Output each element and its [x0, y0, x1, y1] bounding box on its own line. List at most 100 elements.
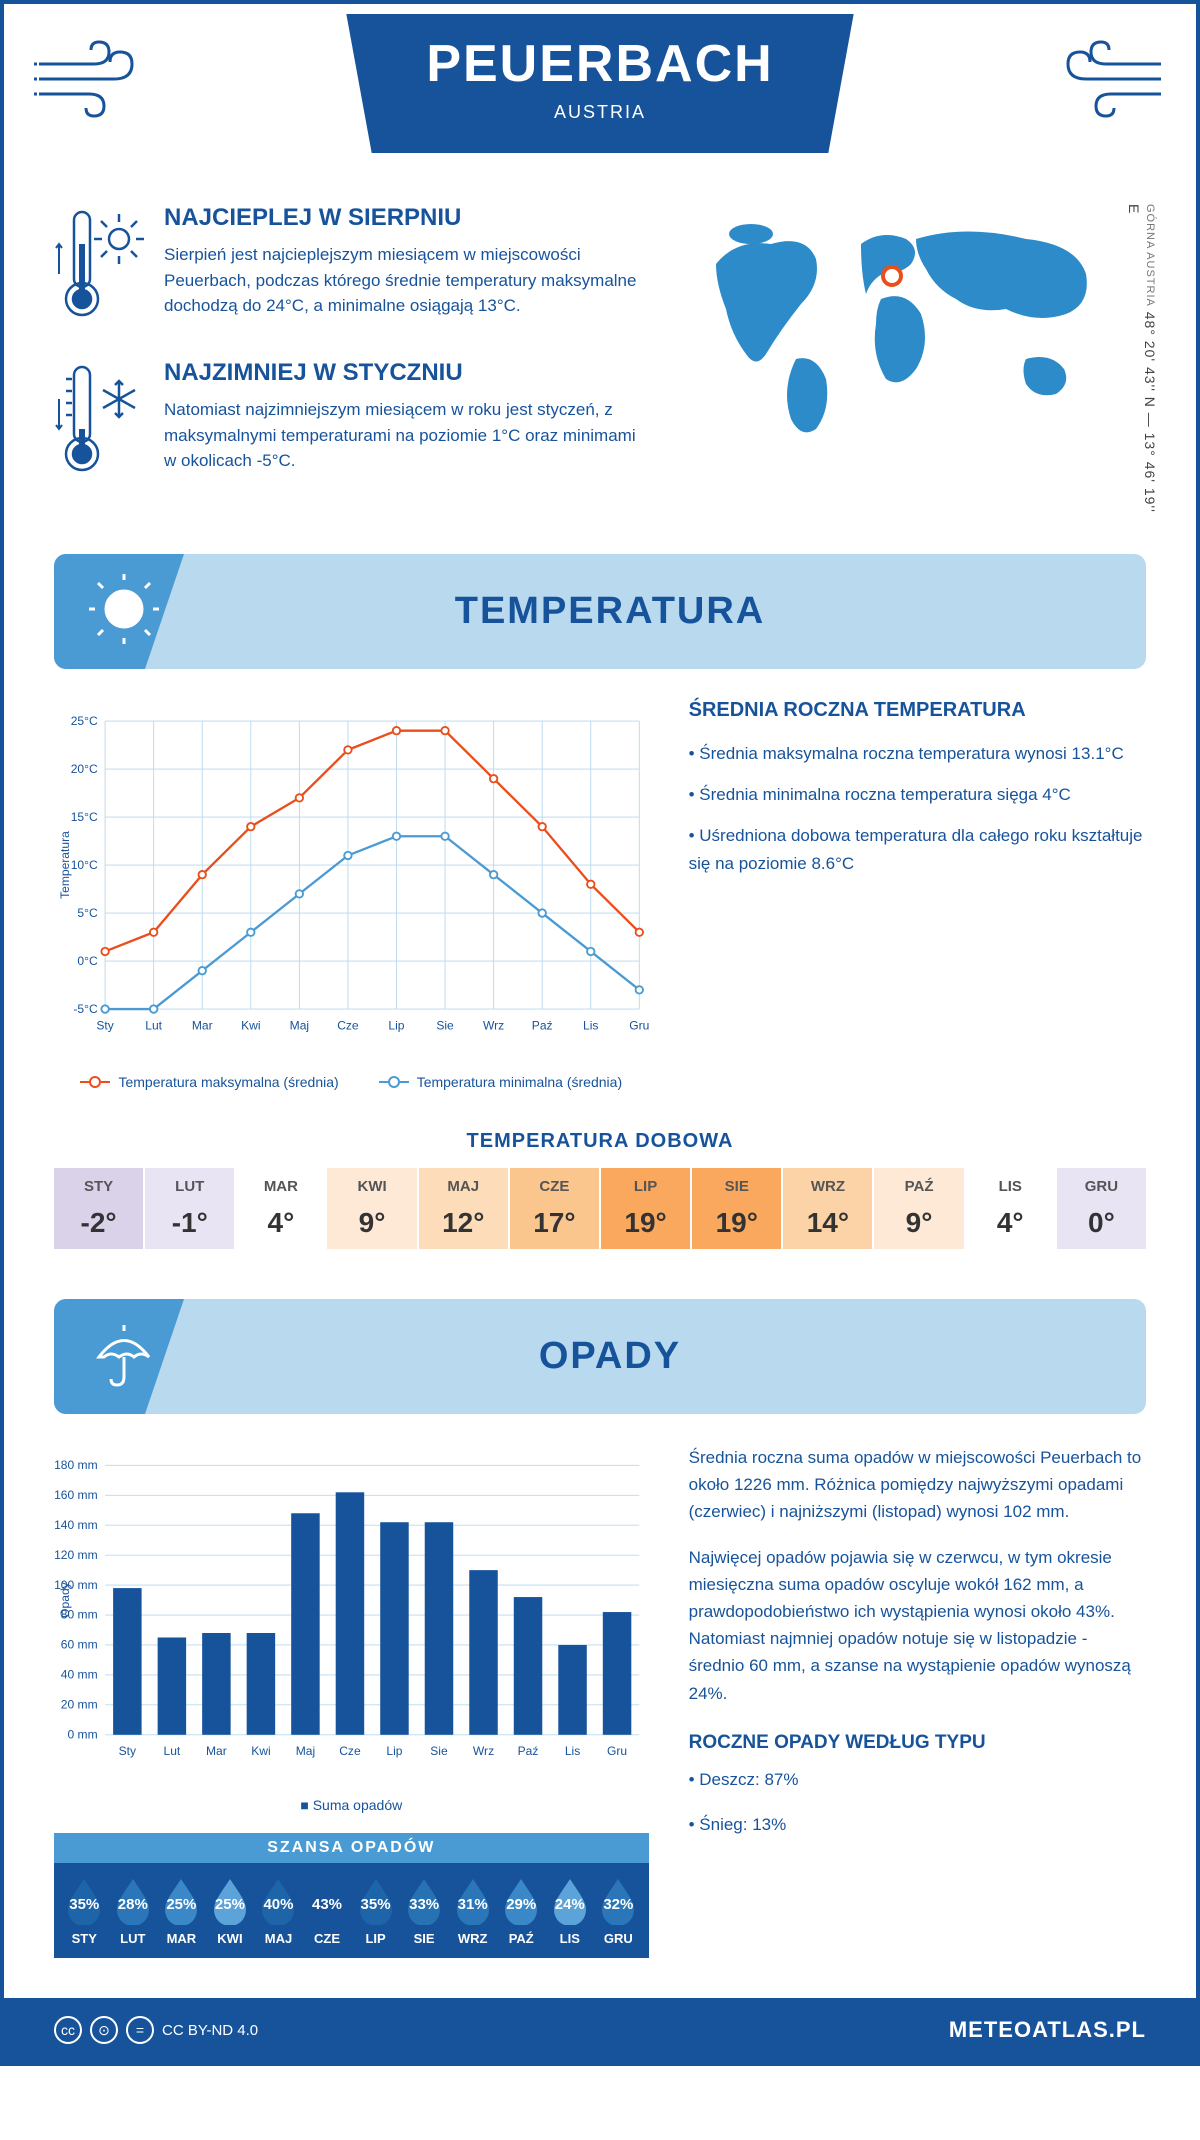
by-icon: ⊙ [90, 2016, 118, 2044]
world-map: GÓRNA AUSTRIA 48° 20' 43'' N — 13° 46' 1… [686, 204, 1146, 514]
svg-text:Lis: Lis [583, 1019, 598, 1033]
coldest-title: NAJZIMNIEJ W STYCZNIU [164, 359, 646, 387]
svg-text:Opady: Opady [58, 1582, 72, 1618]
precip-chance-cell: 35%LIP [351, 1875, 400, 1946]
svg-text:120 mm: 120 mm [54, 1548, 98, 1562]
precip-chance-cell: 43%CZE [303, 1875, 352, 1946]
temp-chart-legend: Temperatura maksymalna (średnia) Tempera… [54, 1074, 649, 1090]
svg-text:0°C: 0°C [77, 954, 98, 968]
svg-text:Cze: Cze [337, 1019, 359, 1033]
daily-temp-title: TEMPERATURA DOBOWA [54, 1130, 1146, 1153]
precip-chance-cell: 32%GRU [594, 1875, 643, 1946]
precip-chance-cell: 24%LIS [546, 1875, 595, 1946]
svg-text:5°C: 5°C [77, 906, 98, 920]
precip-chance-cell: 33%SIE [400, 1875, 449, 1946]
svg-text:20 mm: 20 mm [61, 1698, 98, 1712]
svg-text:Paź: Paź [532, 1019, 553, 1033]
svg-text:Paź: Paź [518, 1744, 539, 1758]
svg-text:180 mm: 180 mm [54, 1458, 98, 1472]
svg-text:20°C: 20°C [71, 762, 98, 776]
svg-text:Sie: Sie [430, 1744, 448, 1758]
svg-text:Gru: Gru [607, 1744, 627, 1758]
daily-temp-cell: LUT-1° [145, 1168, 234, 1249]
daily-temp-cell: SIE19° [692, 1168, 781, 1249]
precip-chart-legend: Suma opadów [54, 1797, 649, 1813]
thermometer-cold-icon [54, 359, 144, 484]
daily-temp-cell: GRU0° [1057, 1168, 1146, 1249]
city-name: PEUERBACH [426, 34, 773, 94]
precipitation-section-header: OPADY [54, 1299, 1146, 1414]
daily-temperature-table: STY-2°LUT-1°MAR4°KWI9°MAJ12°CZE17°LIP19°… [54, 1168, 1146, 1249]
svg-text:Temperatura: Temperatura [58, 831, 72, 899]
svg-text:Lis: Lis [565, 1744, 580, 1758]
svg-text:15°C: 15°C [71, 810, 98, 824]
temperature-line-chart: -5°C 0°C 5°C 10°C 15°C 20°C 25°C Sty Lut Mar Kwi Ma… [54, 699, 649, 1059]
svg-text:Wrz: Wrz [473, 1744, 494, 1758]
wind-icon [1056, 34, 1166, 129]
svg-text:Maj: Maj [296, 1744, 315, 1758]
precip-chance-cell: 25%MAR [157, 1875, 206, 1946]
precip-chance-cell: 31%WRZ [448, 1875, 497, 1946]
svg-text:Lut: Lut [163, 1744, 180, 1758]
svg-text:Lip: Lip [386, 1744, 402, 1758]
precip-chance-cell: 40%MAJ [254, 1875, 303, 1946]
wind-icon [34, 34, 144, 129]
svg-text:Lut: Lut [145, 1019, 162, 1033]
daily-temp-cell: LIS4° [966, 1168, 1055, 1249]
daily-temp-cell: CZE17° [510, 1168, 599, 1249]
daily-temp-cell: PAŹ9° [874, 1168, 963, 1249]
precip-chance-cell: 25%KWI [206, 1875, 255, 1946]
site-name: METEOATLAS.PL [949, 2017, 1146, 2043]
svg-text:Cze: Cze [339, 1744, 361, 1758]
svg-text:Lip: Lip [388, 1019, 404, 1033]
temperature-section-header: TEMPERATURA [54, 554, 1146, 669]
precip-chance-cell: 29%PAŹ [497, 1875, 546, 1946]
daily-temp-cell: KWI9° [327, 1168, 416, 1249]
warmest-text: Sierpień jest najcieplejszym miesiącem w… [164, 242, 646, 319]
svg-text:-5°C: -5°C [73, 1002, 98, 1016]
precipitation-info: Średnia roczna suma opadów w miejscowośc… [689, 1444, 1146, 1958]
svg-text:140 mm: 140 mm [54, 1518, 98, 1532]
svg-text:25°C: 25°C [71, 714, 98, 728]
svg-text:Mar: Mar [206, 1744, 227, 1758]
title-banner: PEUERBACH AUSTRIA [346, 14, 853, 153]
precip-chance-cell: 35%STY [60, 1875, 109, 1946]
svg-text:40 mm: 40 mm [61, 1668, 98, 1682]
daily-temp-cell: STY-2° [54, 1168, 143, 1249]
daily-temp-cell: WRZ14° [783, 1168, 872, 1249]
svg-text:60 mm: 60 mm [61, 1638, 98, 1652]
temperature-title: TEMPERATURA [104, 590, 1116, 633]
svg-text:Sty: Sty [96, 1019, 113, 1033]
svg-text:0 mm: 0 mm [68, 1727, 98, 1741]
precipitation-bar-chart: 0 mm20 mm40 mm60 mm80 mm100 mm120 mm140 … [54, 1444, 649, 1784]
temperature-info: ŚREDNIA ROCZNA TEMPERATURA • Średnia mak… [689, 699, 1146, 1090]
country-name: AUSTRIA [426, 102, 773, 123]
precip-chance-cell: 28%LUT [109, 1875, 158, 1946]
coldest-text: Natomiast najzimniejszym miesiącem w rok… [164, 397, 646, 474]
warmest-fact: NAJCIEPLEJ W SIERPNIU Sierpień jest najc… [54, 204, 646, 329]
svg-text:160 mm: 160 mm [54, 1488, 98, 1502]
location-marker [881, 265, 903, 287]
footer: cc ⊙ = CC BY-ND 4.0 METEOATLAS.PL [4, 1998, 1196, 2062]
nd-icon: = [126, 2016, 154, 2044]
warmest-title: NAJCIEPLEJ W SIERPNIU [164, 204, 646, 232]
thermometer-hot-icon [54, 204, 144, 329]
daily-temp-cell: LIP19° [601, 1168, 690, 1249]
coordinates: GÓRNA AUSTRIA 48° 20' 43'' N — 13° 46' 1… [1126, 204, 1158, 514]
svg-text:Wrz: Wrz [483, 1019, 504, 1033]
svg-text:10°C: 10°C [71, 858, 98, 872]
precipitation-title: OPADY [104, 1335, 1116, 1378]
svg-text:Sie: Sie [436, 1019, 454, 1033]
precipitation-chance-band: SZANSA OPADÓW 35%STY28%LUT25%MAR25%KWI40… [54, 1833, 649, 1958]
svg-text:Maj: Maj [290, 1019, 309, 1033]
coldest-fact: NAJZIMNIEJ W STYCZNIU Natomiast najzimni… [54, 359, 646, 484]
svg-text:Kwi: Kwi [251, 1744, 270, 1758]
daily-temp-cell: MAJ12° [419, 1168, 508, 1249]
svg-text:Kwi: Kwi [241, 1019, 260, 1033]
daily-temp-cell: MAR4° [236, 1168, 325, 1249]
svg-text:Gru: Gru [629, 1019, 648, 1033]
svg-text:Mar: Mar [192, 1019, 213, 1033]
header: PEUERBACH AUSTRIA [4, 4, 1196, 204]
facts-and-map-row: NAJCIEPLEJ W SIERPNIU Sierpień jest najc… [54, 204, 1146, 514]
cc-icon: cc [54, 2016, 82, 2044]
